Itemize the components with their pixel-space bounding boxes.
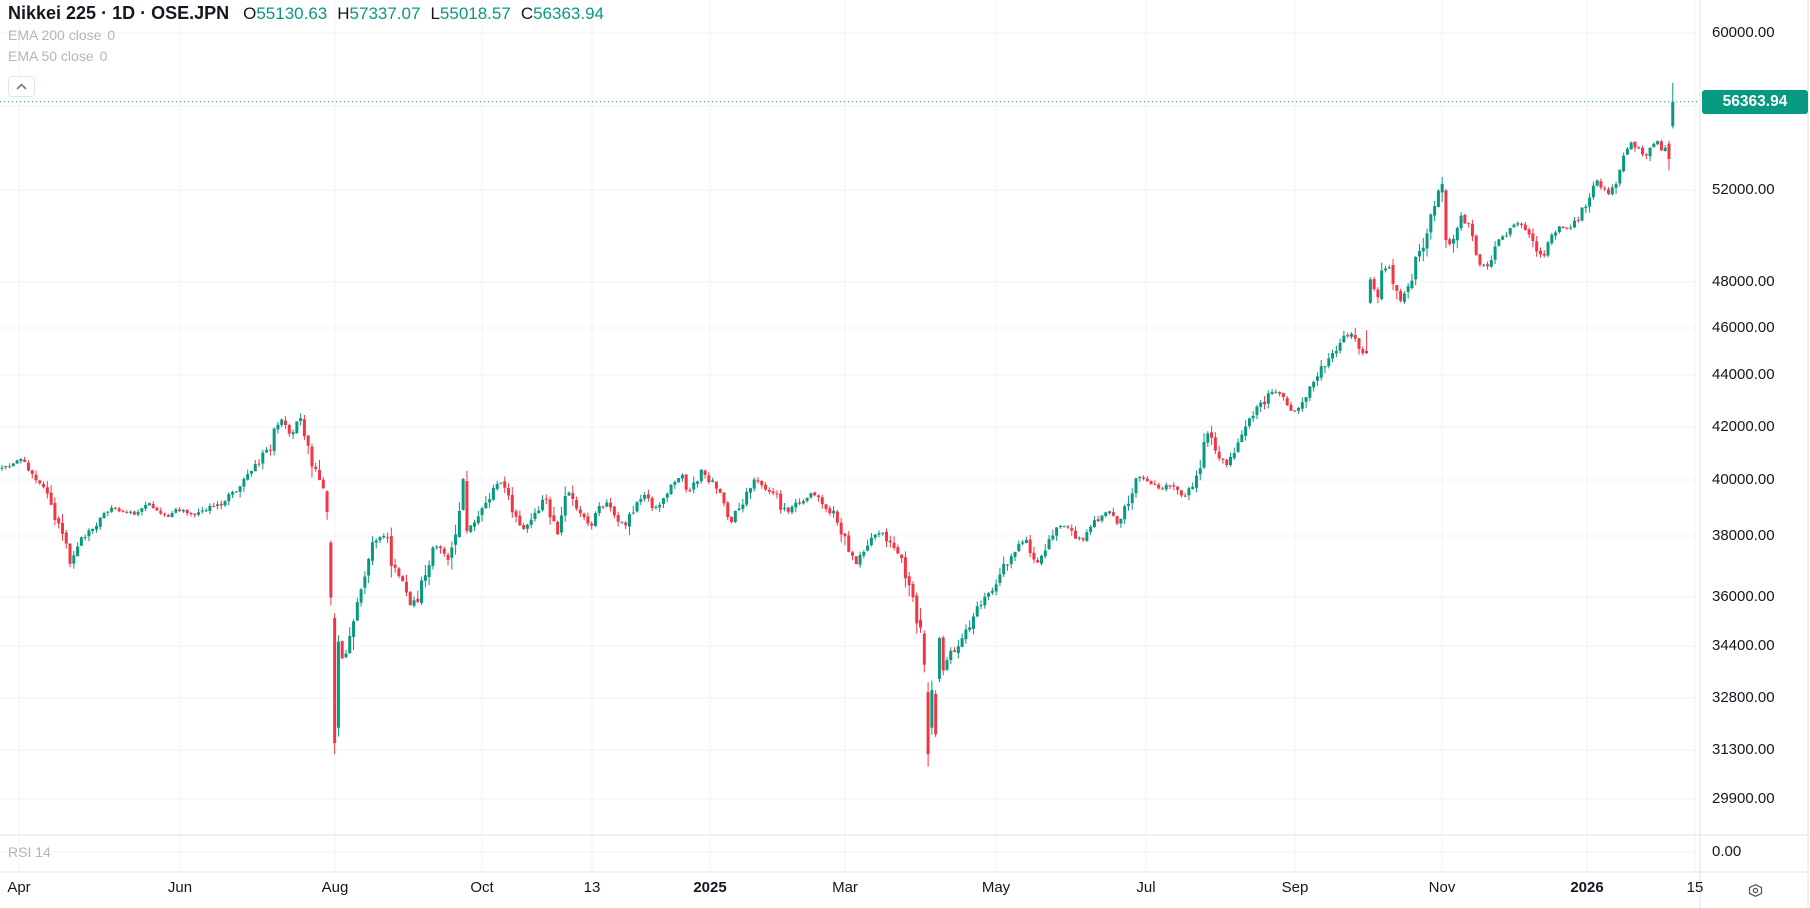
- axis-settings-icon: [1748, 883, 1762, 897]
- close-value: 56363.94: [533, 4, 604, 23]
- time-tick-label: Apr: [7, 879, 31, 896]
- ema200-label: EMA 200 close: [8, 27, 102, 43]
- legend-collapse-button[interactable]: [8, 76, 35, 97]
- symbol-legend-row[interactable]: Nikkei 225 · 1D · OSE.JPN O55130.63 H573…: [8, 3, 614, 24]
- price-tick-label: 60000.00: [1712, 24, 1775, 41]
- candles: [0, 82, 1675, 767]
- price-tick-label: 31300.00: [1712, 741, 1775, 758]
- low-key: L: [430, 4, 440, 23]
- grid-lines: [0, 0, 1700, 872]
- time-tick-label: Sep: [1281, 879, 1309, 896]
- chevron-up-icon: [16, 83, 27, 90]
- ema50-label: EMA 50 close: [8, 48, 94, 64]
- rsi-indicator-label[interactable]: RSI 14: [8, 844, 51, 860]
- price-tick-label: 36000.00: [1712, 588, 1775, 605]
- price-tick-label: 44000.00: [1712, 366, 1775, 383]
- price-tick-label: 0.00: [1712, 843, 1742, 860]
- price-tick-label: 32800.00: [1712, 689, 1775, 706]
- indicator-legend-ema50[interactable]: EMA 50 close 0: [8, 48, 107, 64]
- time-tick-label: 13: [583, 879, 601, 896]
- low-value: 55018.57: [439, 4, 511, 23]
- high-key: H: [337, 4, 350, 23]
- price-tick-label: 34400.00: [1712, 637, 1775, 654]
- axis-settings-corner[interactable]: [1700, 872, 1810, 908]
- time-tick-label: 2026: [1570, 879, 1604, 896]
- ohlc-values: O55130.63 H57337.07 L55018.57 C56363.94: [243, 4, 614, 24]
- high-value: 57337.07: [349, 4, 421, 23]
- time-tick-label: Aug: [321, 879, 349, 896]
- price-tick-label: 52000.00: [1712, 181, 1775, 198]
- time-tick-label: Nov: [1428, 879, 1456, 896]
- price-tick-label: 48000.00: [1712, 273, 1775, 290]
- time-tick-label: Jun: [167, 879, 193, 896]
- price-tick-label: 40000.00: [1712, 471, 1775, 488]
- price-tick-label: 38000.00: [1712, 527, 1775, 544]
- open-key: O: [243, 4, 257, 23]
- time-tick-label: Oct: [470, 879, 494, 896]
- price-tick-label: 46000.00: [1712, 319, 1775, 336]
- time-tick-label: May: [981, 879, 1011, 896]
- time-tick-label: 2025: [693, 879, 727, 896]
- price-tick-label: 42000.00: [1712, 418, 1775, 435]
- open-value: 55130.63: [256, 4, 328, 23]
- indicator-legend-ema200[interactable]: EMA 200 close 0: [8, 27, 115, 43]
- time-tick-label: Jul: [1136, 879, 1156, 896]
- price-axis[interactable]: 60000.00 52000.00 48000.00 46000.00 44000.00…: [1700, 0, 1810, 872]
- time-tick-label: Mar: [832, 879, 858, 896]
- time-axis[interactable]: Apr Jun Aug Oct 13 2025 Mar May Jul Sep Nov 2026 15: [0, 872, 1703, 908]
- close-key: C: [520, 4, 534, 23]
- ema200-value: 0: [107, 27, 116, 43]
- last-price-badge: 56363.94: [1702, 90, 1808, 114]
- time-tick-label: 15: [1686, 879, 1704, 896]
- symbol-title: Nikkei 225 · 1D · OSE.JPN: [8, 3, 230, 23]
- ema50-value: 0: [99, 48, 108, 64]
- price-tick-label: 29900.00: [1712, 790, 1775, 807]
